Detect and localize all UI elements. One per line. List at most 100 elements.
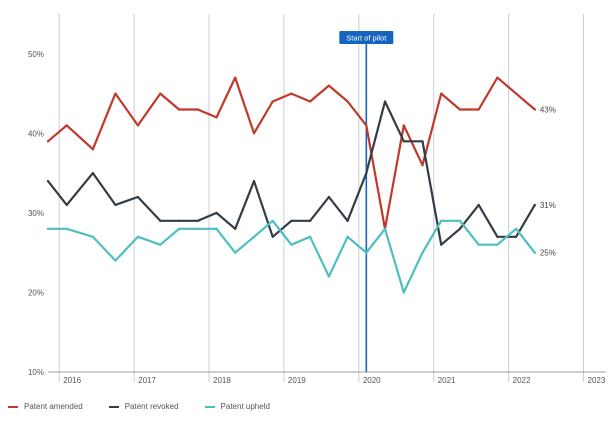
legend-item-patent-upheld: Patent upheld bbox=[205, 402, 270, 411]
data-point-patent-upheld-6 bbox=[178, 228, 180, 230]
data-point-patent-upheld-20 bbox=[440, 220, 442, 222]
data-point-patent-revoked-11 bbox=[272, 236, 274, 238]
data-point-patent-amended-7 bbox=[197, 108, 199, 110]
legend: Patent amended Patent revoked Patent uph… bbox=[8, 402, 270, 411]
data-point-patent-amended-8 bbox=[215, 116, 217, 118]
data-point-patent-upheld-18 bbox=[403, 291, 405, 293]
legend-label-patent-amended: Patent amended bbox=[24, 402, 83, 411]
data-point-patent-amended-21 bbox=[459, 108, 461, 110]
x-tick-label-2016: 2016 bbox=[63, 376, 81, 385]
data-point-patent-revoked-20 bbox=[440, 244, 442, 246]
data-point-patent-upheld-12 bbox=[290, 244, 292, 246]
data-point-patent-upheld-23 bbox=[496, 244, 498, 246]
data-point-patent-upheld-11 bbox=[272, 220, 274, 222]
data-point-patent-revoked-5 bbox=[159, 220, 161, 222]
data-point-patent-amended-23 bbox=[496, 77, 498, 79]
data-point-patent-amended-2 bbox=[92, 148, 94, 150]
data-point-patent-amended-18 bbox=[403, 124, 405, 126]
data-point-patent-amended-6 bbox=[178, 108, 180, 110]
data-point-patent-upheld-9 bbox=[234, 252, 236, 254]
data-point-patent-upheld-1 bbox=[66, 228, 68, 230]
data-point-patent-amended-22 bbox=[478, 108, 480, 110]
legend-swatch-patent-revoked bbox=[109, 406, 119, 408]
data-point-patent-upheld-22 bbox=[478, 244, 480, 246]
chart-canvas: 2016 2017 2018 2019 2020 2021 2022 2023 10% 20% 30… bbox=[0, 0, 614, 400]
data-point-patent-revoked-18 bbox=[403, 140, 405, 142]
data-point-patent-revoked-21 bbox=[459, 228, 461, 230]
data-point-patent-amended-0 bbox=[47, 140, 49, 142]
data-point-patent-revoked-14 bbox=[328, 196, 330, 198]
data-point-patent-upheld-4 bbox=[137, 236, 139, 238]
data-point-patent-revoked-24 bbox=[515, 236, 517, 238]
data-point-patent-amended-24 bbox=[515, 92, 517, 94]
data-point-patent-upheld-10 bbox=[253, 236, 255, 238]
data-point-patent-upheld-21 bbox=[459, 220, 461, 222]
series-line-patent-upheld bbox=[48, 221, 535, 293]
legend-label-patent-upheld: Patent upheld bbox=[221, 402, 270, 411]
end-label-patent-upheld: 25% bbox=[540, 249, 556, 258]
end-label-patent-amended: 43% bbox=[540, 105, 556, 114]
data-point-patent-upheld-25 bbox=[534, 252, 536, 254]
legend-swatch-patent-upheld bbox=[205, 406, 215, 408]
data-point-patent-amended-5 bbox=[159, 92, 161, 94]
legend-label-patent-revoked: Patent revoked bbox=[125, 402, 179, 411]
y-tick-label-20pct: 20% bbox=[28, 288, 44, 297]
data-point-patent-upheld-17 bbox=[384, 228, 386, 230]
data-point-patent-amended-14 bbox=[328, 85, 330, 87]
data-point-patent-revoked-4 bbox=[137, 196, 139, 198]
data-point-patent-revoked-12 bbox=[290, 220, 292, 222]
data-point-patent-revoked-3 bbox=[114, 204, 116, 206]
data-point-patent-amended-16 bbox=[365, 124, 367, 126]
data-point-patent-revoked-7 bbox=[197, 220, 199, 222]
data-point-patent-revoked-22 bbox=[478, 204, 480, 206]
data-point-patent-amended-11 bbox=[272, 100, 274, 102]
data-point-patent-upheld-24 bbox=[515, 228, 517, 230]
data-point-patent-upheld-0 bbox=[47, 228, 49, 230]
pilot-label: Start of pilot bbox=[346, 34, 387, 43]
data-point-patent-amended-15 bbox=[346, 100, 348, 102]
data-point-patent-upheld-13 bbox=[309, 236, 311, 238]
data-point-patent-upheld-7 bbox=[197, 228, 199, 230]
data-point-patent-upheld-5 bbox=[159, 244, 161, 246]
x-tick-label-2023: 2023 bbox=[588, 376, 606, 385]
data-point-patent-revoked-6 bbox=[178, 220, 180, 222]
x-tick-label-2020: 2020 bbox=[363, 376, 381, 385]
y-tick-label-10pct: 10% bbox=[28, 368, 44, 377]
data-point-patent-upheld-19 bbox=[421, 252, 423, 254]
data-point-patent-revoked-25 bbox=[534, 204, 536, 206]
data-point-patent-revoked-8 bbox=[215, 212, 217, 214]
data-point-patent-revoked-17 bbox=[384, 100, 386, 102]
data-point-patent-amended-13 bbox=[309, 100, 311, 102]
x-tick-label-2018: 2018 bbox=[213, 376, 231, 385]
x-tick-label-2019: 2019 bbox=[288, 376, 306, 385]
data-point-patent-amended-19 bbox=[421, 164, 423, 166]
data-point-patent-upheld-16 bbox=[365, 252, 367, 254]
data-point-patent-revoked-9 bbox=[234, 228, 236, 230]
data-point-patent-upheld-15 bbox=[346, 236, 348, 238]
data-point-patent-amended-12 bbox=[290, 92, 292, 94]
y-tick-label-40pct: 40% bbox=[28, 129, 44, 138]
y-tick-label-30pct: 30% bbox=[28, 209, 44, 218]
series-line-patent-amended bbox=[48, 78, 535, 229]
x-tick-label-2022: 2022 bbox=[513, 376, 531, 385]
data-point-patent-amended-1 bbox=[66, 124, 68, 126]
data-point-patent-revoked-13 bbox=[309, 220, 311, 222]
y-tick-label-50pct: 50% bbox=[28, 50, 44, 59]
legend-swatch-patent-amended bbox=[8, 406, 18, 408]
legend-item-patent-amended: Patent amended bbox=[8, 402, 83, 411]
data-point-patent-upheld-3 bbox=[114, 260, 116, 262]
data-point-patent-amended-4 bbox=[137, 124, 139, 126]
data-point-patent-upheld-8 bbox=[215, 228, 217, 230]
data-point-patent-revoked-2 bbox=[92, 172, 94, 174]
x-tick-label-2021: 2021 bbox=[438, 376, 456, 385]
data-point-patent-revoked-15 bbox=[346, 220, 348, 222]
data-point-patent-revoked-16 bbox=[365, 172, 367, 174]
data-point-patent-revoked-23 bbox=[496, 236, 498, 238]
data-point-patent-revoked-19 bbox=[421, 140, 423, 142]
data-point-patent-revoked-0 bbox=[47, 180, 49, 182]
data-point-patent-amended-3 bbox=[114, 92, 116, 94]
legend-item-patent-revoked: Patent revoked bbox=[109, 402, 179, 411]
data-point-patent-revoked-10 bbox=[253, 180, 255, 182]
data-point-patent-amended-25 bbox=[534, 108, 536, 110]
